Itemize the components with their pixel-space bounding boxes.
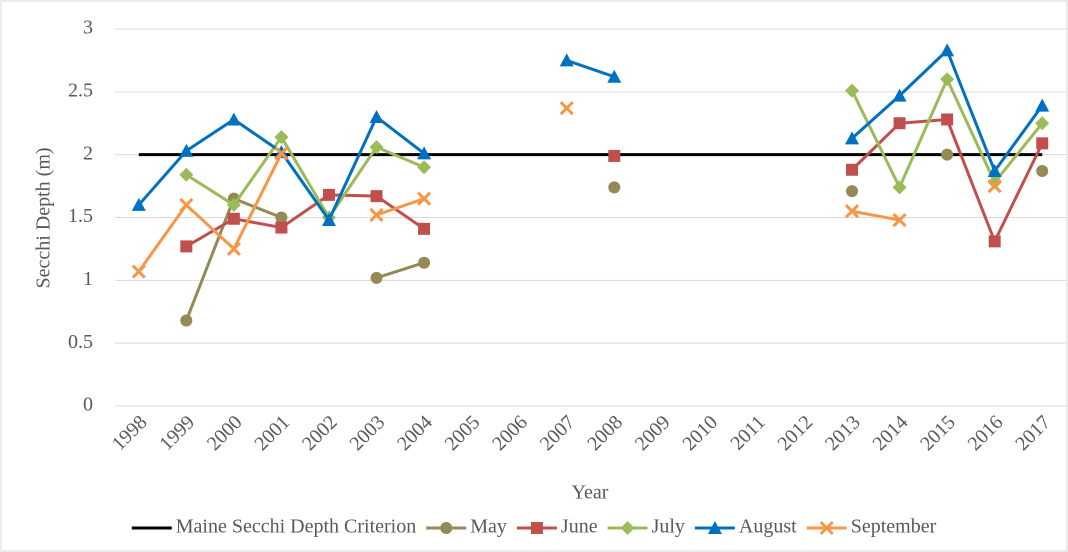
marker xyxy=(179,167,194,182)
marker xyxy=(608,181,621,194)
marker xyxy=(620,521,635,535)
x-axis-title: Year xyxy=(572,482,609,504)
marker xyxy=(179,143,194,157)
marker xyxy=(417,146,432,160)
marker xyxy=(559,101,574,116)
y-tick-label: 2 xyxy=(83,142,93,164)
legend-label: August xyxy=(739,516,797,538)
marker xyxy=(322,188,335,201)
marker xyxy=(893,117,906,130)
legend-label: September xyxy=(851,516,937,538)
y-tick-label: 3 xyxy=(83,17,93,39)
y-tick-label: 1.5 xyxy=(68,205,93,227)
marker xyxy=(179,197,194,212)
marker xyxy=(559,53,574,67)
marker xyxy=(607,69,622,83)
marker xyxy=(369,109,384,123)
marker xyxy=(845,131,860,145)
marker xyxy=(707,521,722,534)
marker xyxy=(1036,137,1049,150)
marker xyxy=(417,191,432,206)
marker xyxy=(370,190,383,203)
marker xyxy=(987,179,1002,194)
marker xyxy=(846,163,859,176)
legend-item: May xyxy=(426,516,507,538)
legend-item: August xyxy=(694,516,797,538)
legend-label: June xyxy=(561,516,598,538)
legend-label: July xyxy=(652,516,685,538)
y-tick-label: 0 xyxy=(83,394,93,416)
marker xyxy=(940,72,955,87)
marker xyxy=(274,146,289,161)
marker xyxy=(940,43,955,57)
y-tick-label: 2.5 xyxy=(68,79,93,101)
legend-item: September xyxy=(806,516,937,538)
marker xyxy=(131,197,146,211)
legend-label: May xyxy=(470,516,507,538)
marker xyxy=(1035,116,1050,131)
y-tick-label: 0.5 xyxy=(68,331,93,353)
marker xyxy=(892,88,907,102)
marker xyxy=(418,256,431,269)
marker xyxy=(180,314,193,327)
legend-item: Maine Secchi Depth Criterion xyxy=(131,516,417,538)
marker xyxy=(941,113,954,126)
legend-item: June xyxy=(516,516,598,538)
marker xyxy=(844,204,860,219)
marker xyxy=(987,164,1002,178)
marker xyxy=(987,175,1002,190)
marker xyxy=(819,520,834,536)
marker xyxy=(892,180,907,195)
marker xyxy=(131,264,146,279)
marker xyxy=(941,148,954,161)
marker xyxy=(369,207,384,223)
y-tick-label: 1 xyxy=(83,268,93,290)
marker xyxy=(418,222,431,235)
legend: Maine Secchi Depth Criterion May June July A… xyxy=(131,516,937,538)
marker xyxy=(1036,165,1049,178)
marker xyxy=(440,522,453,534)
marker xyxy=(180,240,193,253)
marker xyxy=(892,212,907,228)
marker xyxy=(275,211,288,224)
marker xyxy=(227,212,240,225)
legend-label: Maine Secchi Depth Criterion xyxy=(176,516,417,538)
marker xyxy=(226,112,241,126)
marker xyxy=(369,140,384,155)
marker xyxy=(321,213,336,227)
legend-item: July xyxy=(607,516,685,538)
marker xyxy=(988,235,1001,248)
marker xyxy=(226,197,241,212)
marker xyxy=(275,221,288,234)
marker xyxy=(530,522,543,534)
marker xyxy=(608,149,621,162)
marker xyxy=(1035,98,1050,112)
marker xyxy=(226,241,241,256)
marker xyxy=(845,83,860,98)
marker xyxy=(417,160,432,175)
y-axis-title: Secchi Depth (m) xyxy=(33,147,55,288)
marker xyxy=(370,271,383,284)
marker xyxy=(846,185,859,198)
marker xyxy=(274,130,289,145)
